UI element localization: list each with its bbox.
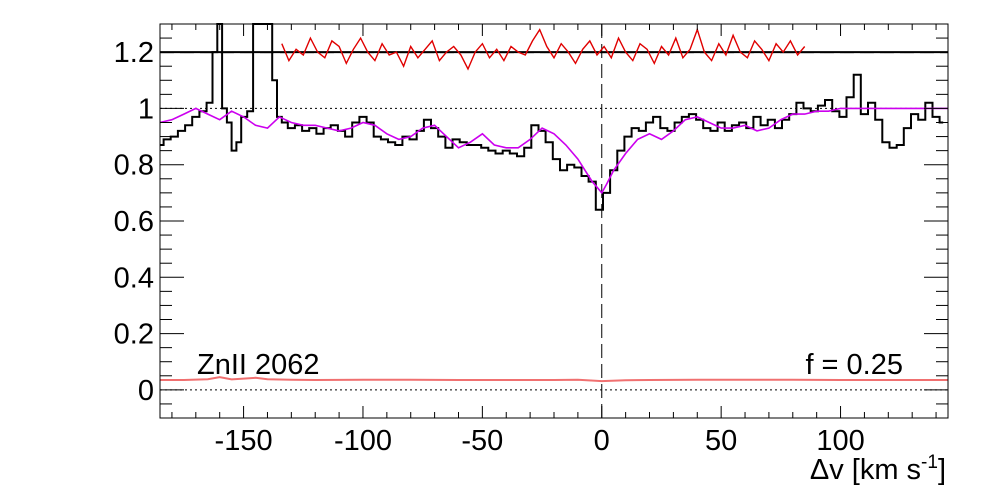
y-tick-label: 0.8 (114, 150, 154, 182)
y-tick-label: 1 (138, 93, 154, 125)
x-axis-title-exponent: -1 (921, 452, 938, 473)
y-tick-label: 1.2 (114, 37, 154, 69)
x-axis-title-close: ] (938, 454, 946, 486)
x-axis-title-main: Δv [km s (810, 454, 921, 486)
reference-lines (160, 24, 948, 418)
y-tick-label: 0 (138, 375, 154, 407)
x-axis-title: Δv [km s-1] (810, 452, 946, 486)
x-tick-label: -100 (334, 425, 392, 457)
x-tick-label: 0 (594, 425, 610, 457)
y-tick-label: 0.2 (114, 319, 154, 351)
axis-ticks (160, 23, 948, 419)
y-tick-label: 0.4 (114, 262, 154, 294)
x-tick-label: 100 (816, 425, 864, 457)
x-tick-label: 50 (705, 425, 737, 457)
data-series (159, 23, 948, 383)
x-tick-labels: -150 -100 -50 0 50 100 (215, 425, 865, 457)
spectrum-series (160, 23, 944, 211)
x-tick-label: -150 (215, 425, 273, 457)
covering-fraction-label: f = 0.25 (805, 349, 903, 381)
x-tick-label: -50 (461, 425, 503, 457)
model-series (159, 107, 948, 195)
residuals-series (281, 27, 806, 71)
y-tick-label: 0.6 (114, 206, 154, 238)
y-tick-labels: 0 0.2 0.4 0.6 0.8 1 1.2 (114, 37, 154, 407)
ion-label: ZnII 2062 (197, 349, 320, 381)
error-series (160, 376, 948, 383)
